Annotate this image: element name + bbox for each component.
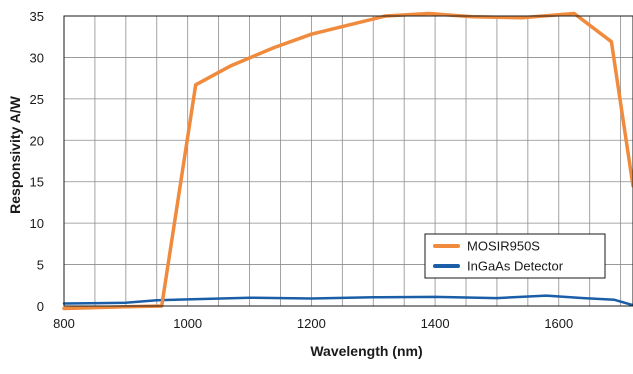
series-line-ingaas-detector (62, 294, 633, 307)
plot-frame (63, 15, 633, 307)
x-tick-label: 1600 (544, 316, 573, 331)
x-axis-title: Wavelength (nm) (310, 343, 422, 359)
y-tick-label: 10 (30, 216, 44, 231)
tick-labels: 800 1000 1200 1400 1600 0 5 10 15 20 25 30 35 (30, 9, 574, 331)
y-tick-label: 0 (37, 299, 44, 314)
y-tick-label: 25 (30, 92, 44, 107)
y-tick-label: 30 (30, 50, 44, 65)
legend-box (424, 233, 606, 279)
x-tick-label: 800 (53, 316, 75, 331)
y-tick-label: 5 (37, 258, 44, 273)
legend: MOSIR950S InGaAs Detector (424, 233, 606, 279)
series-line-mosir950s (62, 11, 633, 311)
y-tick-label: 20 (30, 133, 44, 148)
x-tick-label: 1400 (421, 316, 450, 331)
y-axis-title: Responsivity A/W (7, 95, 23, 214)
y-tick-label: 15 (30, 175, 44, 190)
y-tick-label: 35 (30, 9, 44, 24)
legend-label-ingaas-detector: InGaAs Detector (467, 259, 564, 274)
legend-label-mosir950s: MOSIR950S (467, 239, 540, 254)
series-lines (62, 11, 633, 311)
x-tick-label: 1200 (297, 316, 326, 331)
x-tick-label: 1000 (173, 316, 202, 331)
